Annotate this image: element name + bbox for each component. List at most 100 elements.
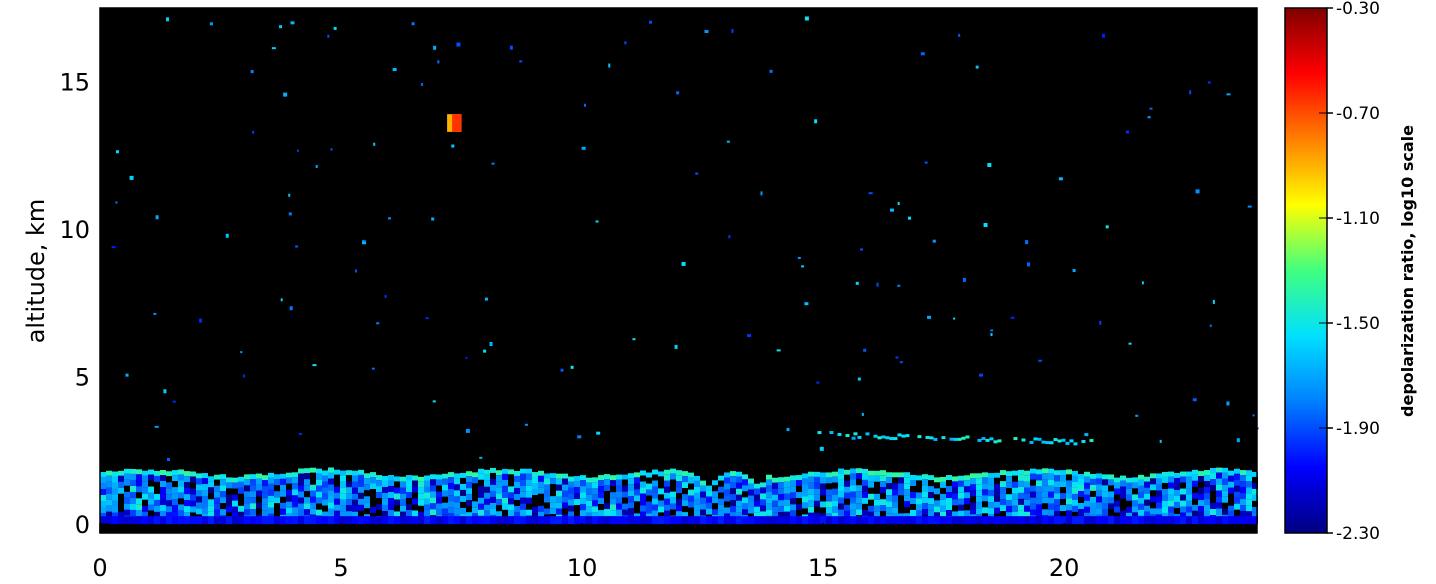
bl-cell — [130, 503, 136, 510]
bl-cell — [1192, 480, 1198, 487]
bl-cell — [172, 481, 178, 488]
bl-bottom-cell — [262, 516, 268, 525]
bl-cell — [700, 485, 706, 492]
bl-cell — [976, 496, 982, 503]
bl-cell — [340, 481, 346, 488]
bl-cell — [472, 489, 478, 496]
bl-cell — [772, 512, 778, 519]
bl-cell — [628, 484, 634, 491]
noise-point — [1058, 177, 1063, 181]
bl-bottom-cell — [544, 516, 550, 525]
bl-cell — [166, 494, 172, 501]
noise-point — [1226, 401, 1230, 406]
bl-bottom-cell — [850, 516, 856, 525]
bl-top-cell — [208, 476, 214, 482]
bl-cell — [388, 504, 394, 511]
bl-cell — [1006, 494, 1012, 501]
bl-cell — [562, 496, 568, 503]
bl-cell — [616, 479, 622, 486]
bl-cell — [1252, 512, 1258, 519]
bl-cell — [820, 507, 826, 514]
bl-cell — [1180, 500, 1186, 507]
noise-point — [797, 256, 801, 259]
aerosol-cell — [957, 437, 962, 441]
bl-cell — [208, 511, 214, 518]
bl-cell — [958, 486, 964, 493]
bl-cell — [1240, 499, 1246, 506]
noise-point — [577, 435, 582, 439]
bl-cell — [1240, 505, 1246, 512]
bl-cell — [598, 504, 604, 511]
bl-cell — [352, 487, 358, 494]
bl-cell — [1006, 506, 1012, 513]
bl-cell — [814, 506, 820, 513]
bl-cell — [472, 483, 478, 490]
bl-cell — [820, 477, 826, 484]
bl-bottom-cell — [208, 516, 214, 525]
bl-cell — [754, 494, 760, 501]
bl-cell — [406, 492, 412, 499]
bl-top-cell — [898, 472, 904, 478]
bl-cell — [682, 476, 688, 483]
bl-bottom-cell — [1018, 516, 1024, 525]
bl-bottom-cell — [826, 516, 832, 525]
bl-cell — [544, 496, 550, 503]
bl-cell — [430, 485, 436, 492]
bl-top-cell — [592, 477, 598, 483]
aerosol-cell — [889, 437, 894, 441]
aerosol-cell — [873, 434, 878, 438]
bl-cell — [724, 507, 730, 514]
bl-cell — [706, 496, 712, 503]
bl-cell — [274, 479, 280, 486]
bl-cell — [1144, 487, 1150, 494]
bl-cell — [1018, 474, 1024, 481]
bl-cell — [394, 499, 400, 506]
bl-cell — [1156, 502, 1162, 509]
bl-cell — [406, 480, 412, 487]
bl-cell — [268, 501, 274, 508]
bl-cell — [874, 481, 880, 488]
bl-cell — [1168, 506, 1174, 513]
bl-cell — [880, 511, 886, 518]
bl-cell — [202, 478, 208, 485]
bl-bottom-cell — [694, 516, 700, 525]
bl-cell — [1168, 488, 1174, 495]
bl-cell — [106, 475, 112, 482]
bl-top-cell — [460, 472, 466, 478]
bl-bottom-cell — [592, 516, 598, 525]
bl-cell — [352, 505, 358, 512]
noise-point — [355, 269, 358, 273]
bl-cell — [460, 507, 466, 514]
bl-cell — [880, 481, 886, 488]
bl-cell — [862, 491, 868, 498]
bl-cell — [1156, 490, 1162, 497]
bl-cell — [1000, 499, 1006, 506]
bl-top-cell — [154, 470, 160, 476]
noise-point — [1099, 320, 1102, 325]
bl-cell — [712, 497, 718, 504]
bl-bottom-cell — [154, 516, 160, 525]
bl-cell — [280, 508, 286, 515]
bl-cell — [334, 480, 340, 487]
bl-top-cell — [874, 470, 880, 476]
bl-cell — [694, 492, 700, 499]
bl-cell — [658, 482, 664, 489]
bl-cell — [160, 481, 166, 488]
bl-cell — [250, 509, 256, 516]
bl-top-cell — [232, 477, 238, 483]
bl-cell — [676, 511, 682, 518]
bl-top-cell — [880, 470, 886, 476]
bl-cell — [538, 475, 544, 482]
bl-bottom-cell — [1030, 516, 1036, 525]
bl-cell — [364, 478, 370, 485]
bl-cell — [880, 493, 886, 500]
bl-cell — [244, 491, 250, 498]
bl-cell — [1054, 505, 1060, 512]
bl-cell — [772, 506, 778, 513]
bl-cell — [370, 507, 376, 514]
bl-bottom-cell — [1156, 516, 1162, 525]
bl-cell — [244, 509, 250, 516]
bl-top-cell — [1030, 468, 1036, 474]
bl-cell — [124, 485, 130, 492]
bl-bottom-cell — [646, 516, 652, 525]
